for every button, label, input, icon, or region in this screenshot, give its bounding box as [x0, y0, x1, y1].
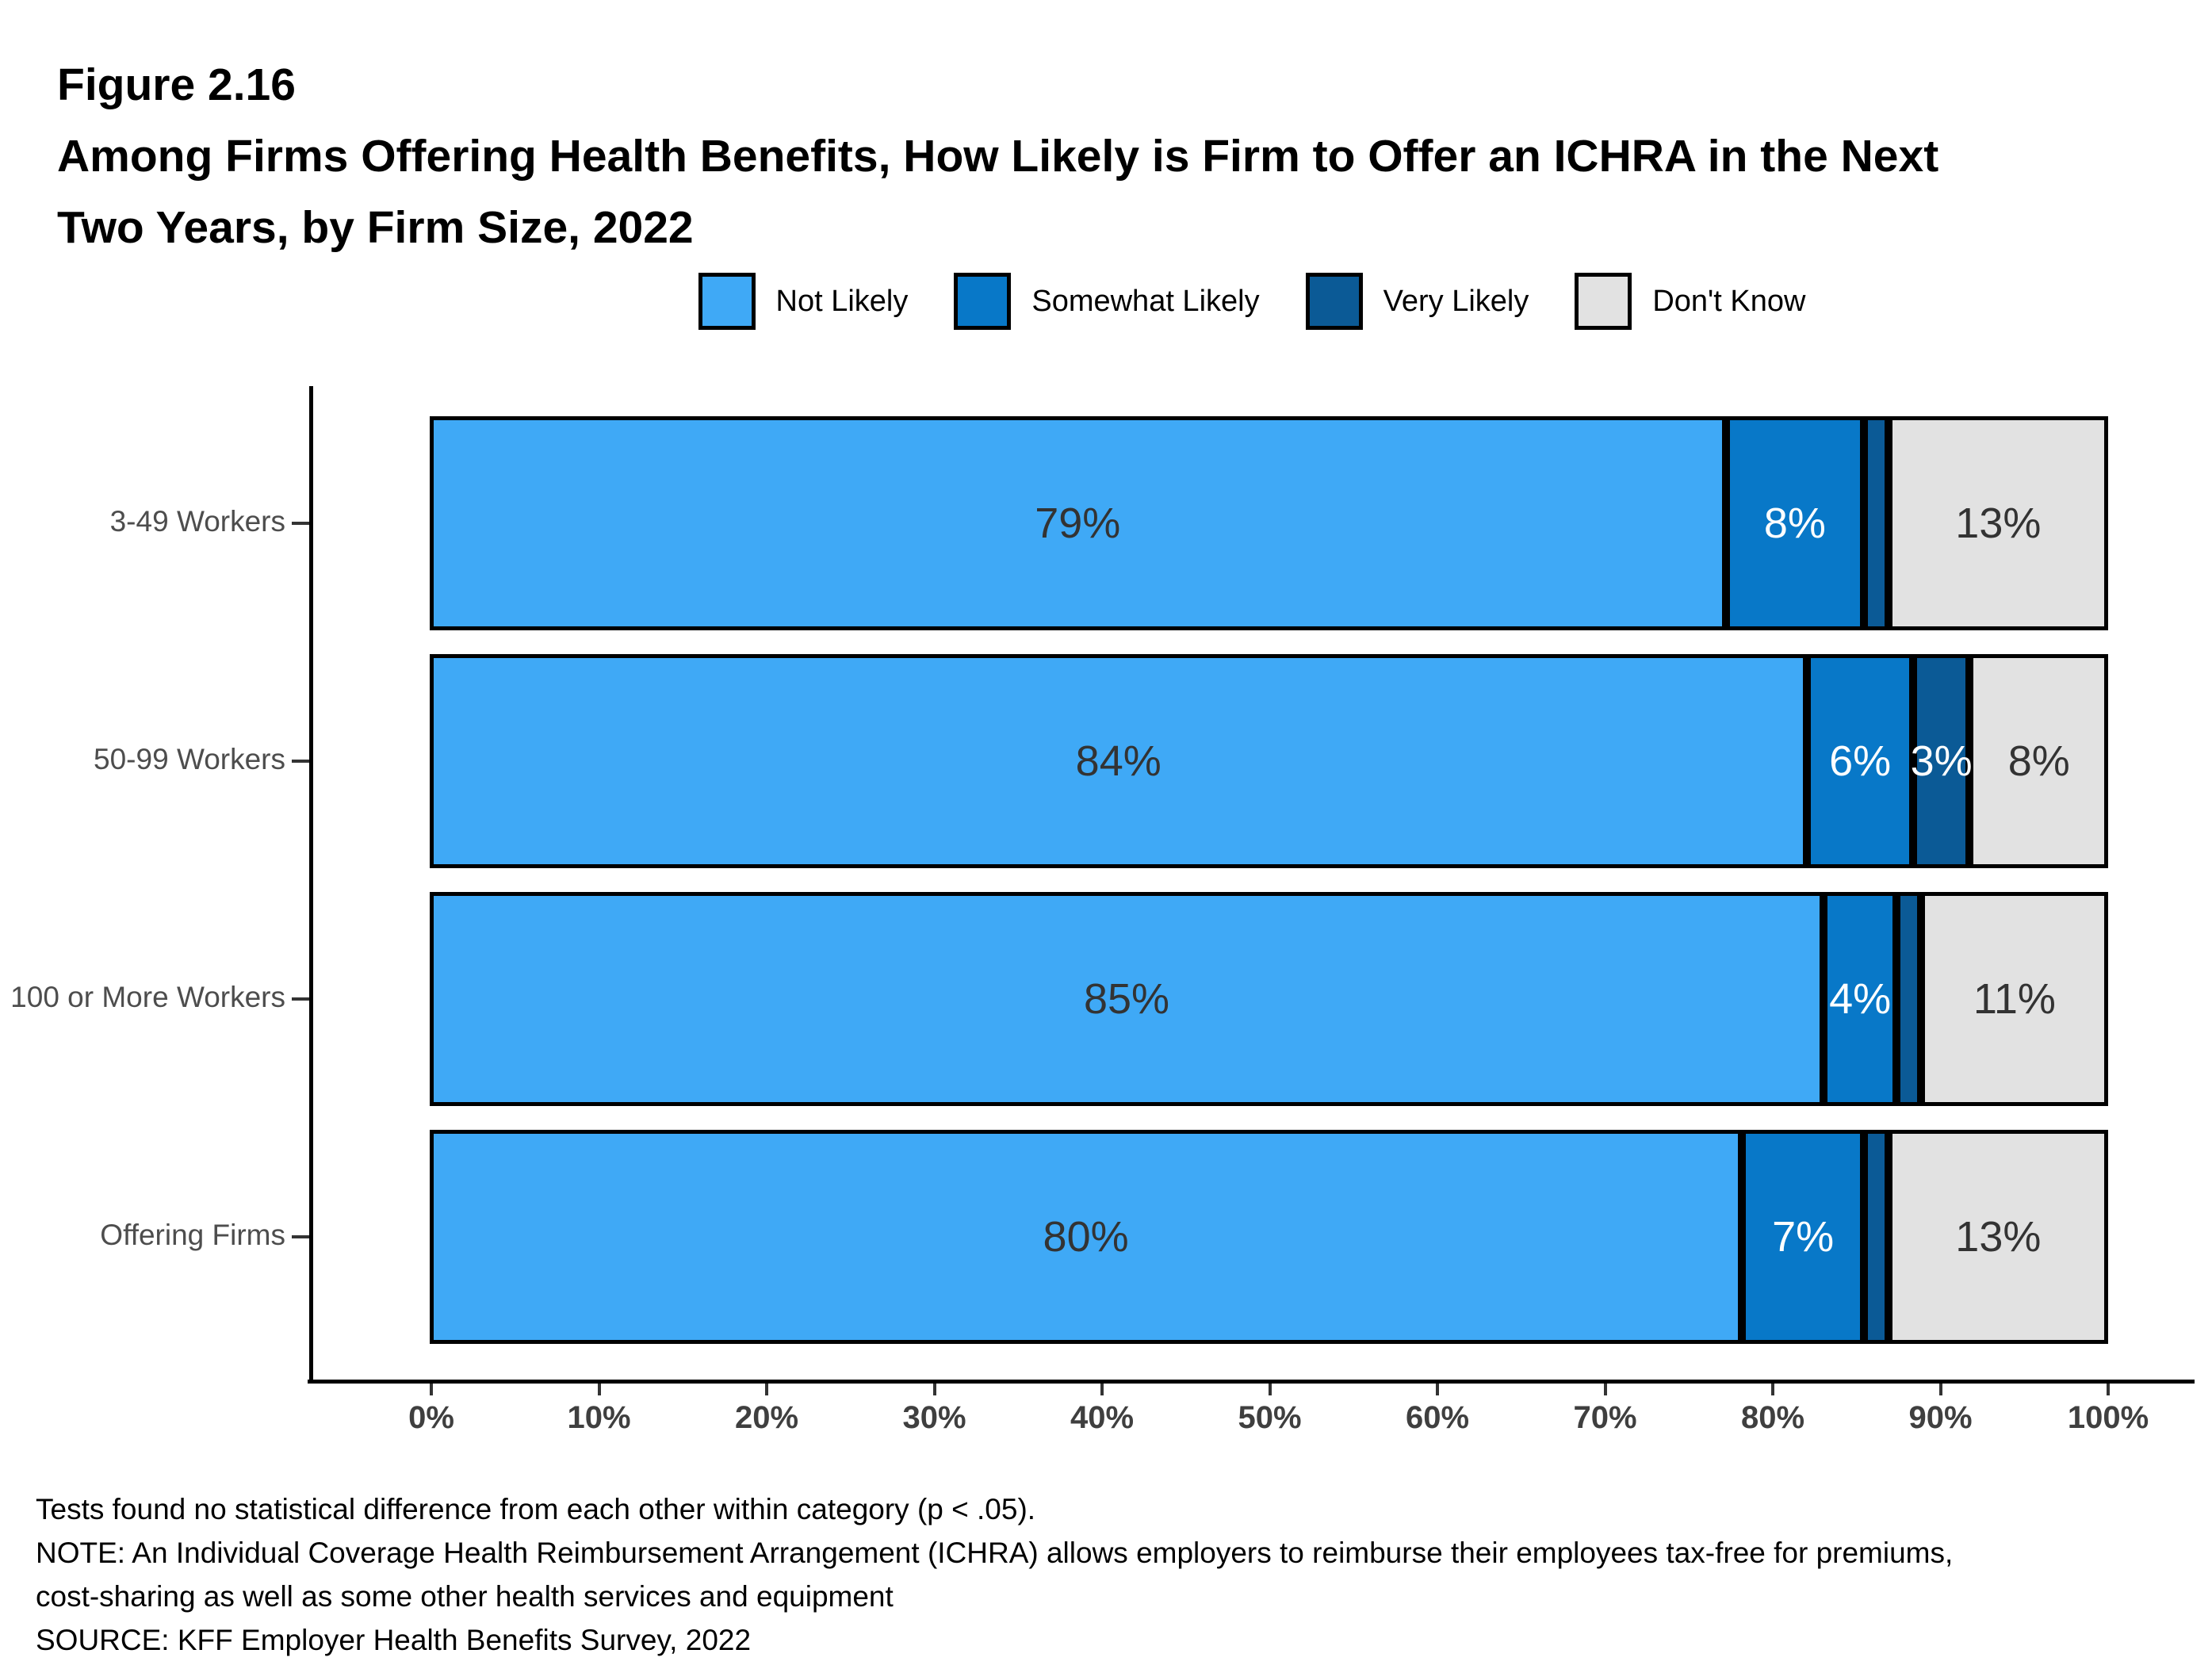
x-axis-tick-label-40: 40%: [1070, 1400, 1135, 1435]
bar-row-offering-firms: 80% 7% 13%: [430, 1130, 2109, 1344]
bar-segment-value-label: 80%: [1043, 1213, 1129, 1261]
footnote-stat-test: Tests found no statistical difference fr…: [36, 1493, 1036, 1525]
bar-row-3-49-workers: 79% 8% 13%: [430, 416, 2108, 630]
x-axis-tick: [1938, 1384, 1942, 1395]
bar-segment-don-t-know: 11%: [1920, 892, 2108, 1106]
x-axis-tick-label-70: 70%: [1573, 1400, 1637, 1435]
bar-segment-value-label: 3%: [1910, 737, 1973, 785]
y-axis-tick: [292, 522, 309, 525]
bar-segment-value-label: 4%: [1829, 975, 1892, 1023]
chart-legend: Not Likely Somewhat Likely Very Likely Don'…: [309, 271, 2195, 331]
bar-segment-don-t-know: 13%: [1888, 1130, 2109, 1344]
x-axis-tick: [932, 1384, 936, 1395]
footnote-note-line-1: NOTE: An Individual Coverage Health Reim…: [36, 1537, 1954, 1569]
bar-segment-value-label: 8%: [1763, 500, 1826, 547]
y-axis-label-50-99-workers: 50-99 Workers: [94, 743, 285, 775]
footnote-note-line-2: cost-sharing as well as some other healt…: [36, 1580, 894, 1613]
legend-swatch-not-likely: [698, 273, 756, 330]
bar-segment-not-likely: 80%: [430, 1130, 1743, 1344]
bar-segment-don-t-know: 13%: [1888, 416, 2108, 630]
bar-segment-somewhat-likely: 6%: [1807, 654, 1913, 868]
legend-item-very-likely: Very Likely: [1305, 273, 1529, 330]
title-block: Figure 2.16 Among Firms Offering Health …: [57, 49, 1938, 263]
legend-label-don-t-know: Don't Know: [1652, 284, 1806, 318]
legend-item-not-likely: Not Likely: [698, 273, 909, 330]
footnote-source: SOURCE: KFF Employer Health Benefits Sur…: [36, 1624, 752, 1656]
x-axis-tick: [2107, 1384, 2110, 1395]
bar-segment-value-label: 11%: [1973, 975, 2056, 1023]
x-axis-tick-label-10: 10%: [567, 1400, 631, 1435]
x-axis-tick-label-60: 60%: [1405, 1400, 1470, 1435]
x-axis-line: [308, 1380, 2195, 1384]
x-axis-tick: [1100, 1384, 1104, 1395]
x-axis-tick: [1268, 1384, 1272, 1395]
bar-segment-value-label: 85%: [1083, 975, 1170, 1023]
legend-swatch-somewhat-likely: [954, 273, 1012, 330]
bar-segment-value-label: 13%: [1955, 500, 2042, 547]
x-axis-tick: [1436, 1384, 1439, 1395]
y-axis-line: [309, 386, 313, 1384]
x-axis-tick-label-100: 100%: [2067, 1400, 2149, 1435]
x-axis-tick-label-30: 30%: [902, 1400, 966, 1435]
bar-segment-somewhat-likely: 7%: [1742, 1130, 1865, 1344]
legend-swatch-very-likely: [1305, 273, 1363, 330]
y-axis-tick: [292, 997, 309, 1001]
y-axis-label-3-49-workers: 3-49 Workers: [109, 505, 285, 538]
bar-row-50-99-workers: 84% 6% 3% 8%: [430, 654, 2108, 868]
x-axis-tick: [430, 1384, 433, 1395]
bar-segment-not-likely: 79%: [430, 416, 1726, 630]
bar-segment-value-label: 79%: [1035, 500, 1121, 547]
bar-segment-very-likely: 3%: [1910, 654, 1973, 868]
bar-segment-value-label: 7%: [1772, 1213, 1835, 1261]
figure-label: Figure 2.16: [57, 59, 296, 110]
x-axis-tick-label-0: 0%: [408, 1400, 454, 1435]
figure-title-line-1: Among Firms Offering Health Benefits, Ho…: [57, 131, 1939, 182]
bar-segment-not-likely: 85%: [430, 892, 1824, 1106]
y-axis-label-100-or-more-workers: 100 or More Workers: [10, 981, 285, 1013]
bar-segment-don-t-know: 8%: [1969, 654, 2108, 868]
x-axis-tick-label-50: 50%: [1238, 1400, 1302, 1435]
x-axis-tick: [1603, 1384, 1607, 1395]
bar-segment-value-label: 84%: [1075, 737, 1161, 785]
legend-label-not-likely: Not Likely: [775, 284, 909, 318]
footnotes: Tests found no statistical difference fr…: [36, 1487, 1953, 1662]
x-axis-tick-label-20: 20%: [734, 1400, 799, 1435]
bar-segment-very-likely: [1896, 892, 1921, 1106]
y-axis-tick: [292, 1235, 309, 1238]
x-axis-tick-label-90: 90%: [1908, 1400, 1973, 1435]
figure-title-line-2: Two Years, by Firm Size, 2022: [57, 202, 694, 253]
x-axis-tick: [1771, 1384, 1774, 1395]
bar-segment-very-likely: [1864, 1130, 1889, 1344]
bar-segment-value-label: 6%: [1829, 737, 1892, 785]
x-axis-tick-label-80: 80%: [1740, 1400, 1805, 1435]
legend-label-very-likely: Very Likely: [1383, 284, 1529, 318]
y-axis-tick: [292, 760, 309, 763]
bar-row-100-or-more-workers: 85% 4% 11%: [430, 892, 2108, 1106]
legend-label-somewhat-likely: Somewhat Likely: [1031, 284, 1260, 318]
bar-segment-very-likely: [1864, 416, 1889, 630]
bar-segment-not-likely: 84%: [430, 654, 1808, 868]
legend-item-somewhat-likely: Somewhat Likely: [954, 273, 1260, 330]
bar-segment-value-label: 13%: [1955, 1213, 2042, 1261]
bar-segment-value-label: 8%: [2007, 737, 2070, 785]
legend-item-don-t-know: Don't Know: [1575, 273, 1805, 330]
legend-swatch-don-t-know: [1575, 273, 1632, 330]
bar-segment-somewhat-likely: 4%: [1823, 892, 1897, 1106]
bar-segment-somewhat-likely: 8%: [1725, 416, 1865, 630]
y-axis-label-offering-firms: Offering Firms: [100, 1219, 285, 1251]
x-axis-tick: [765, 1384, 768, 1395]
x-axis-tick: [597, 1384, 601, 1395]
